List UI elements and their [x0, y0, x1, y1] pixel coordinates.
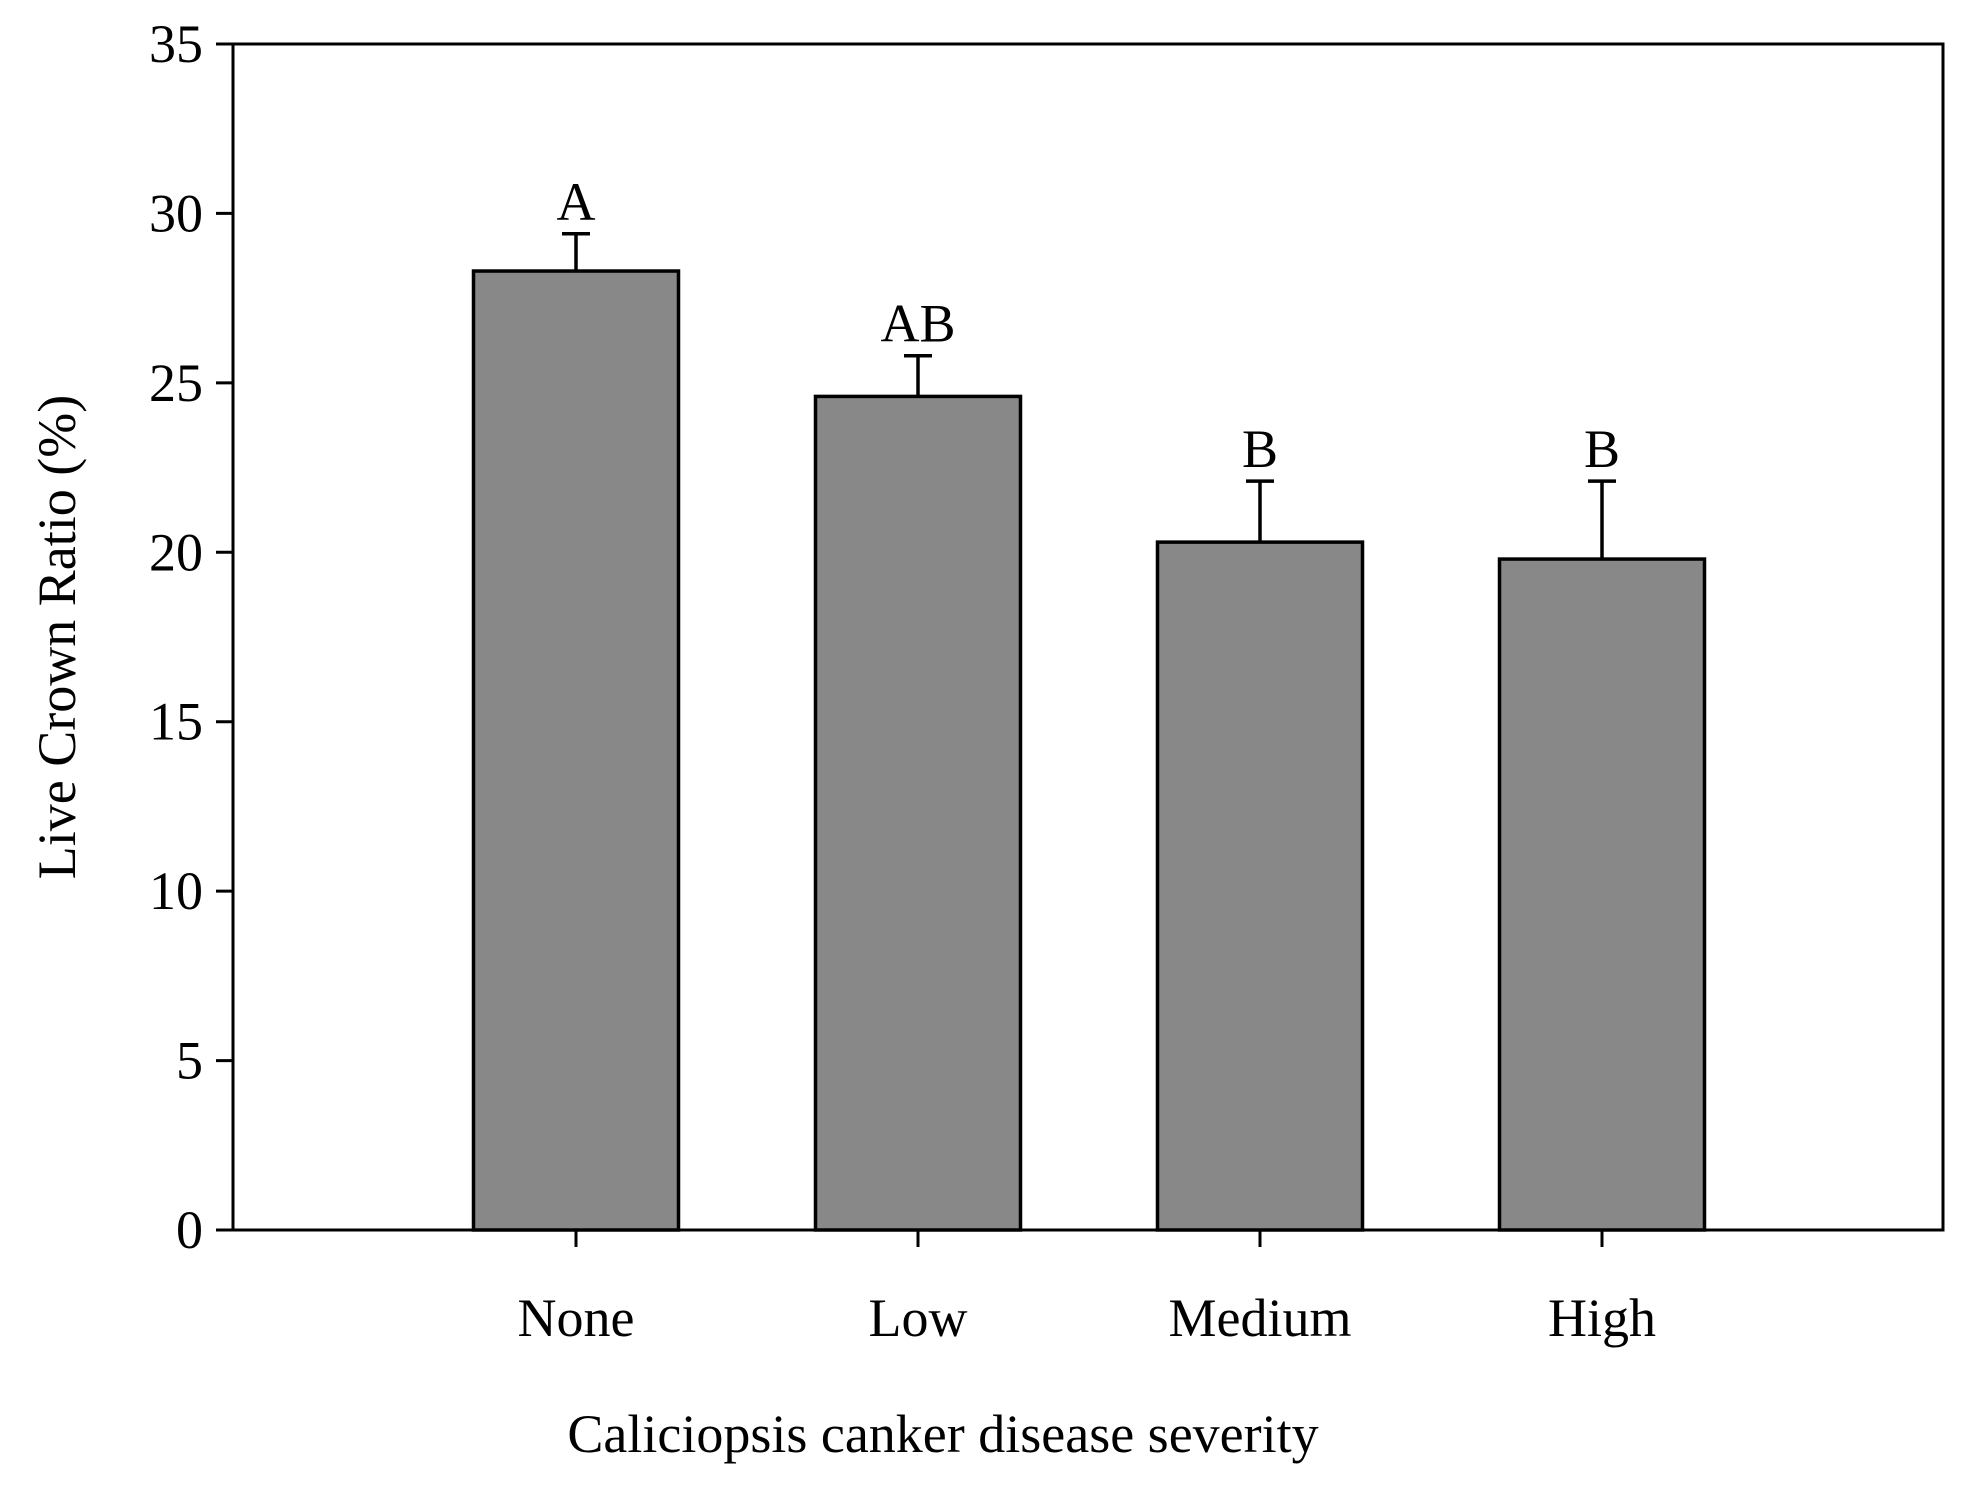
x-axis-title: Caliciopsis canker disease severity: [567, 1404, 1318, 1464]
y-tick-label: 30: [149, 183, 203, 243]
significance-labels: A AB B B: [557, 172, 1621, 479]
x-axis: None Low Medium High: [518, 1230, 1656, 1348]
y-tick-label: 35: [149, 14, 203, 74]
x-tick-label: Low: [869, 1288, 968, 1348]
y-tick-label: 10: [149, 861, 203, 921]
significance-label-medium: B: [1242, 419, 1278, 479]
y-axis-title: Live Crown Ratio (%): [27, 395, 87, 879]
bar-none: [471, 269, 681, 1232]
significance-label-none: A: [557, 172, 596, 232]
significance-label-low: AB: [880, 294, 955, 354]
significance-label-high: B: [1584, 419, 1620, 479]
y-tick-label: 5: [176, 1031, 203, 1091]
y-tick-label: 0: [176, 1200, 203, 1260]
y-tick-label: 25: [149, 353, 203, 413]
bars-layer: [471, 269, 1707, 1232]
bar-high: [1497, 557, 1707, 1232]
x-tick-label: None: [518, 1288, 635, 1348]
x-tick-label: High: [1548, 1288, 1656, 1348]
y-axis: 0 5 10 15 20 25 30 35: [149, 14, 233, 1260]
x-tick-label: Medium: [1169, 1288, 1352, 1348]
y-tick-label: 15: [149, 692, 203, 752]
bar-medium: [1155, 540, 1365, 1232]
bar-low: [813, 394, 1023, 1232]
y-tick-label: 20: [149, 522, 203, 582]
plot-frame: [231, 42, 1945, 1232]
error-bars-layer: [562, 232, 1616, 560]
